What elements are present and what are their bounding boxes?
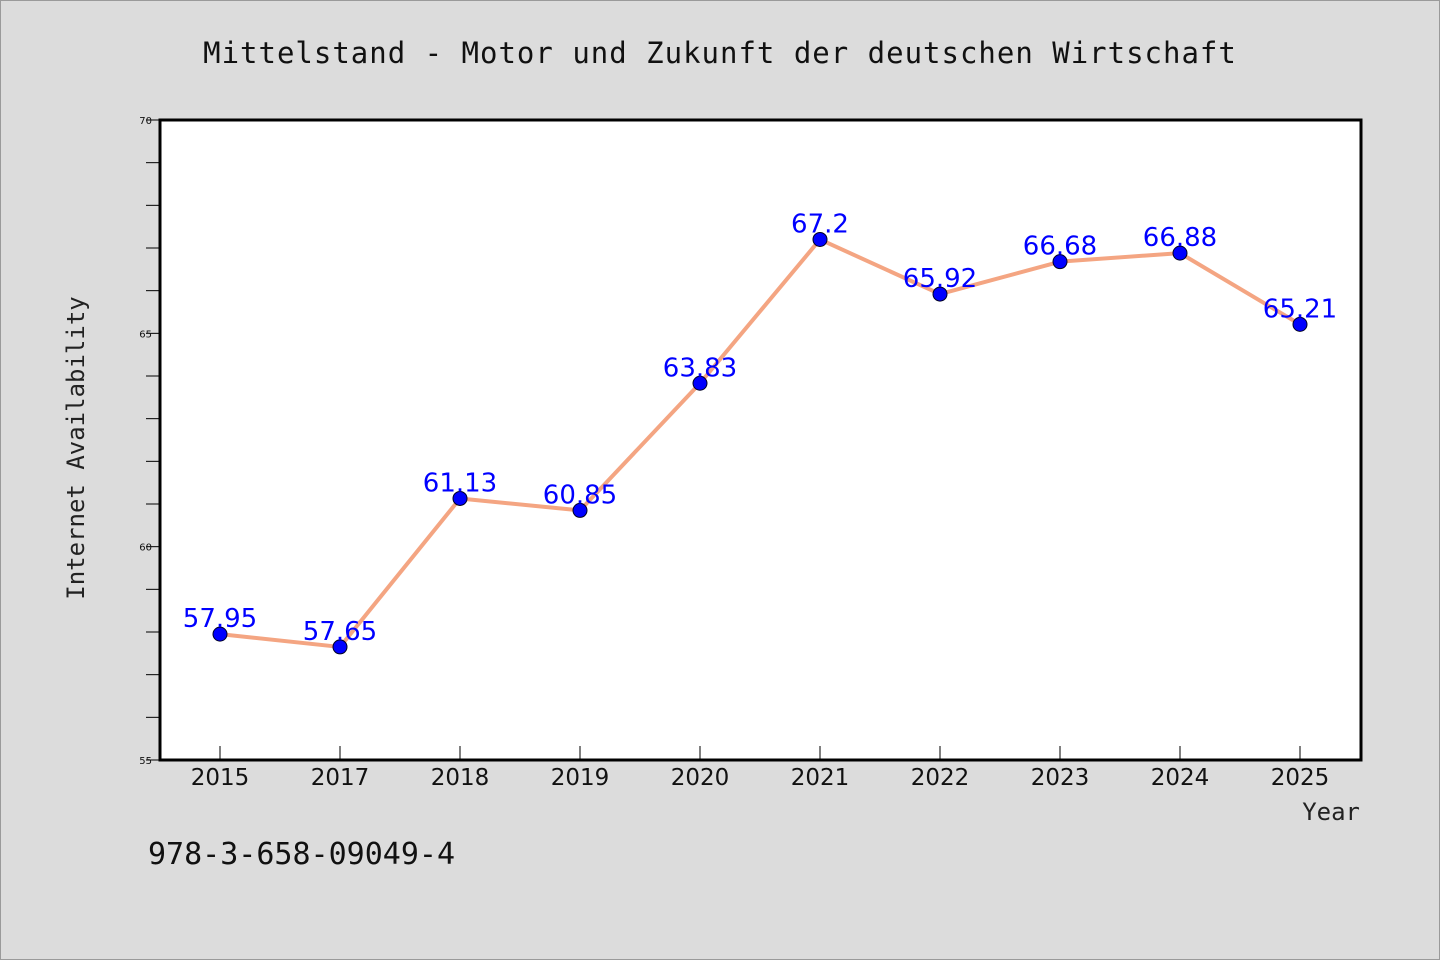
- data-label-2017: 57.65: [303, 617, 377, 647]
- x-tick-label-2018: 2018: [431, 765, 490, 791]
- y-tick-label: 55: [139, 756, 152, 767]
- data-label-2025: 65.21: [1263, 294, 1337, 324]
- data-point-2021: [812, 231, 828, 247]
- x-axis: 2015 2017 2018 2019 2020 2021 2022 2023 2024 2025: [191, 746, 1330, 791]
- data-label-2020: 63.83: [663, 353, 737, 383]
- x-tick-label-2015: 2015: [191, 765, 250, 791]
- data-point-2018: [452, 490, 468, 506]
- x-tick-label-2022: 2022: [911, 765, 970, 791]
- data-label-2022: 65.92: [903, 264, 977, 294]
- series-line-group: [219, 237, 1302, 649]
- data-label-2015: 57.95: [183, 604, 257, 634]
- x-axis-title: Year: [1302, 798, 1360, 826]
- data-label-2021: 67.2: [791, 209, 849, 239]
- data-label-2024: 66.88: [1143, 223, 1217, 253]
- y-tick-label: 65: [139, 329, 152, 340]
- data-label-group: 57.95 57.65 61.13 60.85 63.83 67.2 65.92 66.68 6…: [183, 209, 1337, 646]
- y-axis: 55 60 65 70: [139, 116, 160, 767]
- data-label-2023: 66.68: [1023, 232, 1097, 262]
- data-point-2017: [332, 639, 348, 655]
- data-point-2019: [572, 502, 588, 518]
- x-tick-label-2017: 2017: [311, 765, 370, 791]
- data-point-2020: [692, 375, 708, 391]
- data-point-2023: [1052, 254, 1068, 270]
- series-line: [219, 237, 1302, 649]
- x-tick-label-2020: 2020: [671, 765, 730, 791]
- data-point-2022: [932, 286, 948, 302]
- footnote-isbn: 978-3-658-09049-4: [148, 837, 455, 872]
- x-tick-label-2019: 2019: [551, 765, 610, 791]
- data-label-2018: 61.13: [423, 468, 497, 498]
- plot-area: [158, 118, 1363, 762]
- x-tick-label-2023: 2023: [1031, 765, 1090, 791]
- data-point-2015: [212, 626, 228, 642]
- x-tick-label-2021: 2021: [791, 765, 850, 791]
- x-tick-label-2024: 2024: [1151, 765, 1210, 791]
- data-label-2019: 60.85: [543, 480, 617, 510]
- y-axis-title: Internet Availability: [62, 296, 90, 599]
- marker-group: [212, 231, 1308, 655]
- y-tick-label: 60: [139, 543, 152, 554]
- x-tick-label-2025: 2025: [1271, 765, 1330, 791]
- data-point-2025: [1292, 316, 1308, 332]
- chart-title: Mittelstand - Motor und Zukunft der deut…: [203, 36, 1237, 70]
- y-tick-label: 70: [139, 116, 152, 127]
- data-point-2024: [1172, 245, 1188, 261]
